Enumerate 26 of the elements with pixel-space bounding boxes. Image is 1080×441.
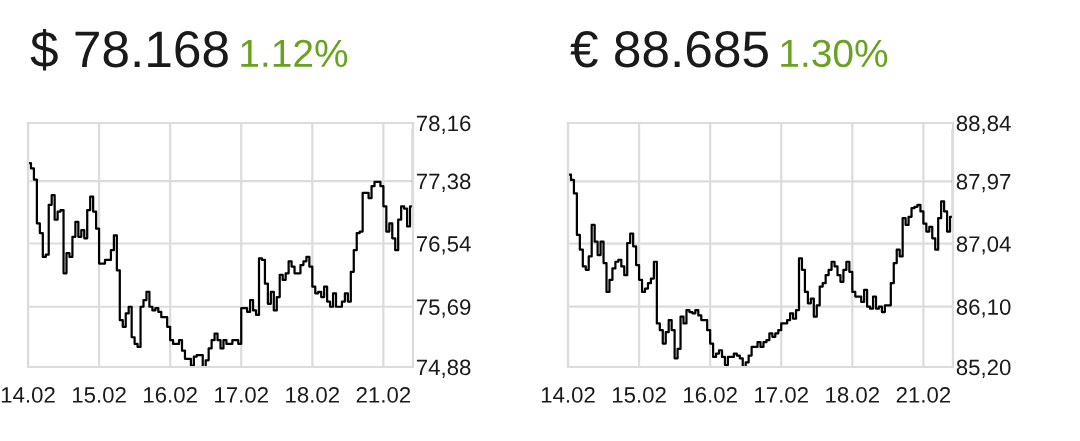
x-tick-label: 17.02 [215, 387, 268, 403]
x-tick-label: 18.02 [826, 387, 879, 403]
y-tick-label: 88,84 [956, 115, 1011, 134]
chart-title: $ 78.168 [30, 28, 228, 71]
y-tick-label: 76,54 [416, 236, 471, 255]
y-tick-label: 77,38 [416, 173, 471, 192]
x-tick-label: 14.02 [1, 387, 55, 403]
chart-subtitle: 1.30% [781, 39, 888, 68]
y-tick-label: 74,88 [416, 359, 471, 378]
chart-title: € 88.685 [570, 31, 768, 68]
y-tick-label: 75,69 [416, 299, 471, 318]
x-tick-label: 21.02 [896, 387, 951, 403]
y-tick-label: 85,20 [956, 359, 1011, 378]
x-tick-label: 21.02 [356, 387, 411, 403]
x-tick-label: 16.02 [144, 387, 197, 403]
x-tick-label: 14.02 [541, 387, 595, 403]
y-tick-label: 78,16 [416, 115, 471, 134]
x-tick-label: 18.02 [286, 387, 339, 403]
y-tick-label: 87,04 [956, 236, 1011, 255]
x-tick-label: 17.02 [755, 387, 808, 403]
x-tick-label: 15.02 [72, 387, 126, 403]
y-tick-label: 87,97 [956, 173, 1011, 193]
x-tick-label: 16.02 [684, 387, 737, 403]
chart-subtitle: 1.12% [241, 39, 348, 68]
x-tick-label: 15.02 [612, 387, 666, 403]
y-tick-label: 86,10 [956, 299, 1011, 318]
